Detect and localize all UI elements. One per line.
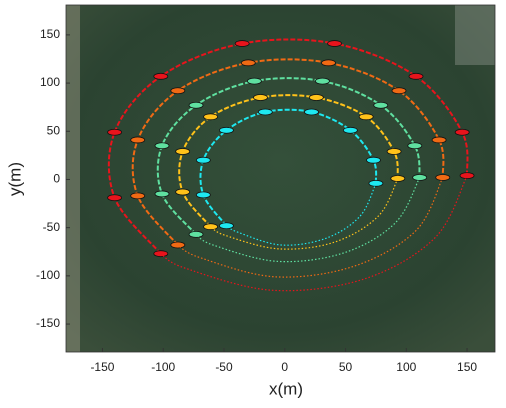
vessel	[342, 126, 358, 134]
x-tick-label: 100	[396, 360, 416, 374]
y-tick-label: -50	[43, 220, 61, 234]
y-tick-label: 100	[40, 75, 60, 89]
vessel	[107, 128, 123, 136]
vessel	[203, 113, 219, 121]
vessel	[358, 113, 374, 121]
x-tick-label: -150	[90, 360, 114, 374]
x-tick-label: -50	[215, 360, 233, 374]
vessel	[373, 101, 389, 109]
x-tick-label: 150	[457, 360, 477, 374]
vessel	[188, 101, 204, 109]
vessel	[154, 142, 170, 150]
vessel	[408, 72, 424, 80]
x-tick-label: 50	[339, 360, 353, 374]
vessel	[366, 156, 381, 164]
vessel	[431, 136, 447, 144]
y-tick-label: -100	[36, 268, 60, 282]
y-tick-label: 150	[40, 27, 60, 41]
vessel	[240, 59, 256, 67]
shore-right	[455, 5, 495, 65]
shore-left	[66, 5, 80, 352]
y-tick-label: -150	[36, 316, 60, 330]
vessel	[253, 94, 268, 101]
vessel	[170, 87, 186, 95]
vessel	[130, 136, 146, 144]
vessel	[304, 108, 319, 116]
vessel	[315, 77, 330, 85]
vessel	[203, 223, 219, 231]
vessel	[219, 222, 234, 230]
vessel	[391, 87, 407, 95]
vessel	[246, 77, 262, 85]
vessel	[257, 108, 273, 116]
vessel	[188, 231, 204, 238]
x-tick-label: 0	[281, 360, 288, 374]
trajectory	[210, 178, 399, 250]
x-axis-label: x(m)	[269, 379, 303, 398]
vessel	[175, 148, 191, 155]
vessel	[454, 128, 470, 136]
vessel	[107, 194, 123, 202]
vessel	[154, 190, 170, 198]
trajectory	[177, 177, 444, 278]
map-background	[66, 5, 495, 352]
trajectory	[195, 177, 421, 263]
x-tick-label: -100	[151, 360, 175, 374]
vessel	[195, 156, 211, 164]
vessel	[234, 40, 250, 47]
vessel	[175, 188, 191, 196]
vessel	[170, 241, 186, 249]
trajectory	[160, 175, 468, 292]
plot-frame	[65, 4, 496, 353]
vessel	[308, 94, 324, 101]
vessel	[386, 148, 402, 155]
vessel	[195, 191, 211, 199]
vessel	[130, 192, 146, 200]
vessel	[153, 72, 169, 80]
vessel	[321, 59, 336, 67]
vessel	[219, 126, 234, 134]
vessel	[327, 40, 342, 47]
y-tick-label: 0	[53, 172, 60, 186]
y-tick-label: 50	[47, 123, 61, 137]
y-axis-label: y(m)	[5, 162, 24, 196]
vessel	[407, 142, 423, 150]
